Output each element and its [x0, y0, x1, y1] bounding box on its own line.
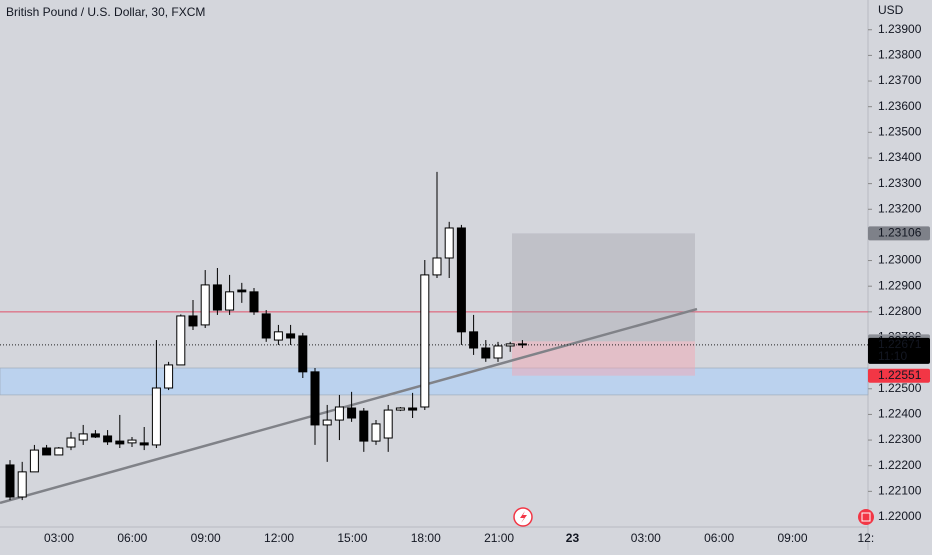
- candle-body: [188, 315, 198, 327]
- candle-body: [17, 471, 27, 498]
- target-box: [512, 233, 695, 342]
- y-tick-label: 1.23700: [878, 73, 922, 87]
- y-tick-label: 1.22200: [878, 458, 922, 472]
- candle-body: [42, 447, 52, 456]
- candle-body: [164, 364, 174, 389]
- candle-body: [481, 347, 491, 359]
- candle-body: [115, 440, 125, 445]
- candle-body: [212, 284, 222, 311]
- candle-body: [469, 331, 479, 349]
- candle-body: [322, 419, 332, 426]
- y-tick-label: 1.22400: [878, 407, 922, 421]
- candle-body: [5, 464, 15, 498]
- trend-line: [0, 307, 698, 505]
- x-tick-label: 23: [566, 531, 580, 545]
- price-tag-label: 1.22551: [878, 368, 922, 382]
- candle-body: [54, 447, 64, 456]
- replay-icon[interactable]: [513, 507, 533, 527]
- candle-body: [176, 315, 186, 366]
- y-tick-label: 1.23300: [878, 176, 922, 190]
- y-tick-label: 1.23800: [878, 48, 922, 62]
- y-tick-label: 1.23000: [878, 253, 922, 267]
- candle-body: [78, 433, 88, 441]
- candle-body: [432, 257, 442, 276]
- x-tick-label: 12:: [858, 531, 875, 545]
- candle-body: [383, 409, 393, 439]
- candle-body: [139, 442, 149, 446]
- candle-body: [29, 449, 39, 473]
- y-tick-label: 1.22500: [878, 381, 922, 395]
- y-tick-label: 1.22000: [878, 509, 922, 523]
- x-tick-label: 15:00: [337, 531, 367, 545]
- candle-body: [444, 227, 454, 259]
- candle-body: [127, 439, 137, 444]
- y-tick-label: 1.23200: [878, 201, 922, 215]
- candle-body: [286, 333, 296, 339]
- candle-body: [103, 435, 113, 443]
- chart-title: British Pound / U.S. Dollar, 30, FXCM: [6, 5, 205, 19]
- candle-body: [298, 335, 308, 373]
- currency-label: USD: [878, 3, 904, 17]
- candle-body: [237, 289, 247, 293]
- x-tick-label: 06:00: [704, 531, 734, 545]
- x-tick-label: 12:00: [264, 531, 294, 545]
- candle-body: [456, 227, 466, 333]
- candle-body: [310, 371, 320, 426]
- candle-body: [420, 274, 430, 408]
- y-tick-label: 1.23500: [878, 124, 922, 138]
- x-tick-label: 21:00: [484, 531, 514, 545]
- candle-body: [273, 331, 283, 341]
- x-tick-label: 03:00: [44, 531, 74, 545]
- x-tick-label: 03:00: [631, 531, 661, 545]
- candle-body: [395, 407, 405, 411]
- candle-body: [90, 433, 100, 438]
- x-tick-label: 06:00: [117, 531, 147, 545]
- candle-body: [200, 284, 210, 326]
- x-tick-label: 09:00: [191, 531, 221, 545]
- candle-body: [371, 423, 381, 442]
- candle-body: [225, 291, 235, 311]
- countdown-label: 11:10: [878, 349, 907, 363]
- y-tick-label: 1.23400: [878, 150, 922, 164]
- x-tick-label: 09:00: [777, 531, 807, 545]
- y-tick-label: 1.22900: [878, 278, 922, 292]
- price-tag: [868, 226, 930, 241]
- candle-body: [334, 406, 344, 421]
- y-tick-label: 1.22300: [878, 432, 922, 446]
- candle-body: [151, 387, 161, 446]
- candle-body: [517, 343, 527, 346]
- candle-body: [408, 407, 418, 411]
- x-tick-label: 18:00: [411, 531, 441, 545]
- calendar-icon[interactable]: [858, 509, 874, 525]
- stop-box: [512, 341, 695, 376]
- price-tag-label: 1.23106: [878, 226, 922, 240]
- y-tick-label: 1.23900: [878, 22, 922, 36]
- y-tick-label: 1.22100: [878, 484, 922, 498]
- price-tag: [868, 368, 930, 383]
- candle-body: [359, 410, 369, 442]
- candle-body: [505, 343, 515, 347]
- candle-body: [347, 407, 357, 419]
- candle-body: [249, 291, 259, 313]
- y-tick-label: 1.23600: [878, 99, 922, 113]
- candle-body: [66, 437, 76, 448]
- candle-body: [261, 313, 271, 339]
- price-tag: [868, 337, 930, 364]
- price-tag-label: 1.22671: [878, 337, 922, 351]
- y-tick-label: 1.22800: [878, 304, 922, 318]
- candle-body: [493, 345, 503, 359]
